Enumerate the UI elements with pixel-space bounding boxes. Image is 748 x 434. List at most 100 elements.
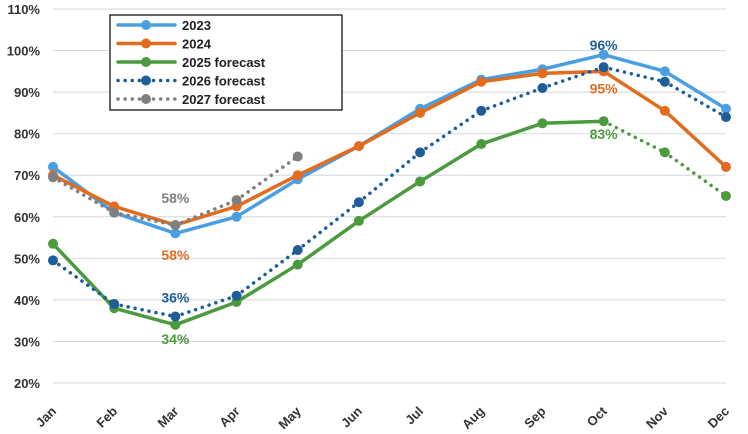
data-point — [659, 147, 670, 158]
data-label: 96% — [590, 37, 619, 53]
series-segment — [418, 77, 484, 111]
y-tick-label: 50% — [14, 251, 40, 266]
x-tick-label: Oct — [584, 403, 610, 429]
data-point — [109, 207, 120, 218]
y-tick-label: 80% — [14, 127, 40, 142]
series-segment — [173, 215, 239, 236]
series-segment — [357, 179, 422, 223]
legend-label: 2023 — [182, 18, 211, 33]
series-segment — [234, 262, 300, 304]
y-tick-label: 100% — [7, 44, 41, 59]
series-segment — [540, 69, 606, 76]
y-tick-label: 70% — [14, 168, 40, 183]
data-point — [476, 105, 487, 116]
series-segment — [51, 175, 116, 215]
x-tick-label: May — [275, 403, 304, 432]
series-segment — [295, 144, 361, 177]
data-point — [537, 68, 548, 79]
legend-marker — [141, 57, 151, 67]
data-point — [659, 105, 670, 116]
series-segment — [51, 173, 116, 209]
data-point — [353, 197, 364, 208]
series-segment — [663, 150, 728, 198]
series-segment — [540, 52, 606, 72]
series-segment — [663, 79, 728, 119]
series-segment — [418, 109, 484, 155]
data-point — [353, 215, 364, 226]
data-point — [170, 228, 181, 239]
x-tick-label: Jan — [33, 403, 59, 429]
data-point — [598, 62, 609, 73]
data-point — [292, 151, 303, 162]
series-segment — [418, 79, 484, 115]
data-point — [721, 191, 731, 201]
data-label: 36% — [161, 290, 190, 306]
series-segment — [234, 248, 300, 298]
series-segment — [601, 119, 667, 155]
y-tick-label: 20% — [14, 376, 40, 391]
series-segment — [479, 121, 545, 146]
series-segment — [234, 173, 300, 209]
data-point — [721, 112, 731, 123]
legend-label: 2025 forecast — [182, 55, 266, 70]
data-point — [659, 76, 670, 87]
y-tick-label: 90% — [14, 85, 40, 100]
data-point — [659, 66, 670, 77]
data-point — [415, 176, 426, 187]
series-segment — [601, 52, 667, 74]
series-segment — [601, 69, 667, 113]
series-segment — [540, 119, 606, 126]
y-tick-label: 60% — [14, 210, 40, 225]
data-point — [292, 170, 303, 181]
data-label: 58% — [161, 190, 190, 206]
data-point — [231, 211, 242, 222]
series-segment — [173, 204, 239, 227]
x-tick-label: Apr — [216, 404, 242, 430]
legend-marker — [141, 94, 151, 104]
legend-marker — [141, 38, 151, 49]
series-segment — [357, 150, 422, 204]
y-tick-label: 110% — [7, 2, 40, 17]
data-point — [598, 49, 609, 60]
data-label: 83% — [590, 126, 619, 142]
data-point — [48, 161, 58, 172]
legend-marker — [141, 75, 151, 86]
data-point — [48, 172, 58, 183]
x-tick-label: Nov — [643, 403, 672, 432]
data-point — [476, 76, 487, 87]
data-label: 58% — [161, 247, 190, 263]
y-tick-label: 30% — [14, 334, 40, 349]
legend-label: 2027 forecast — [182, 92, 266, 107]
data-point — [109, 299, 120, 310]
data-label: 95% — [590, 80, 619, 96]
series-segment — [479, 71, 545, 84]
series-segment — [663, 69, 728, 111]
series-segment — [295, 200, 361, 252]
legend-label: 2026 forecast — [182, 74, 266, 89]
data-point — [48, 255, 58, 266]
data-point — [721, 161, 731, 172]
series-segment — [234, 154, 300, 202]
x-tick-label: Jul — [402, 404, 426, 428]
series-segment — [234, 177, 300, 219]
data-point — [170, 319, 181, 330]
series-segment — [479, 67, 545, 82]
series-segment — [51, 258, 116, 306]
x-tick-label: Dec — [705, 404, 732, 431]
data-point — [537, 118, 548, 129]
series-segment — [357, 111, 422, 148]
data-point — [292, 259, 303, 270]
series-segment — [418, 142, 484, 184]
series-segment — [112, 210, 178, 236]
data-label: 34% — [161, 331, 190, 347]
x-tick-label: Jun — [338, 403, 365, 430]
data-point — [48, 238, 58, 249]
y-tick-label: 40% — [14, 293, 40, 308]
series-segment — [295, 219, 361, 267]
data-point — [292, 245, 303, 256]
data-point — [415, 107, 426, 118]
series-segment — [173, 300, 239, 327]
series-segment — [173, 198, 239, 227]
data-point — [231, 195, 242, 206]
x-tick-label: Feb — [93, 403, 120, 430]
